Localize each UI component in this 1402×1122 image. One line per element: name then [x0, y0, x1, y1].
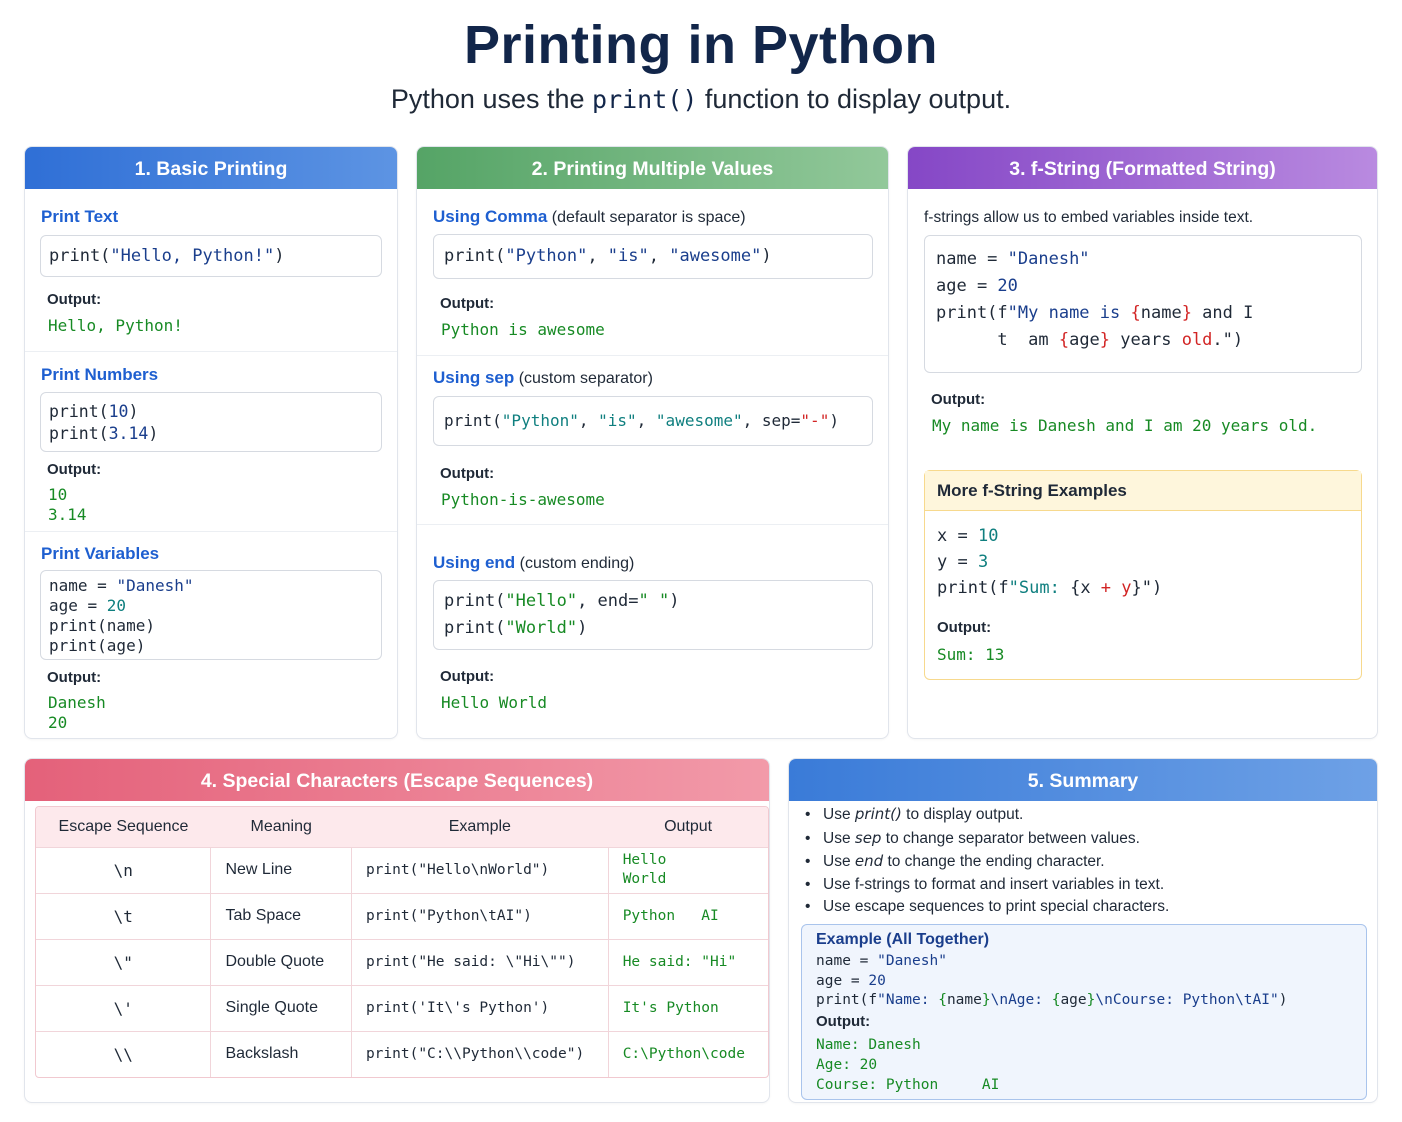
column-header: Example: [351, 807, 609, 847]
subtitle-code: print(): [592, 85, 698, 114]
card-header: 4. Special Characters (Escape Sequences): [25, 759, 769, 801]
meaning-cell: Backslash: [210, 1030, 352, 1077]
card-header: 2. Printing Multiple Values: [417, 147, 888, 189]
table-header-row: Escape Sequence Meaning Example Output: [36, 807, 768, 847]
card-header: 3. f-String (Formatted String): [908, 147, 1377, 189]
output-cell: He said: "Hi": [608, 938, 768, 985]
code-block: name = "Danesh" age = 20 print(f"My name…: [924, 235, 1362, 373]
output-cell: It's Python: [608, 984, 768, 1031]
output-label: Output:: [440, 668, 495, 685]
code-block: print(10) print(3.14): [40, 392, 382, 452]
list-item: Use escape sequences to print special ch…: [805, 896, 1169, 919]
list-item: Use end to change the ending character.: [805, 850, 1169, 874]
summary-list: Use print() to display output. Use sep t…: [805, 803, 1169, 919]
table-row: \' Single Quote print('It\'s Python') It…: [36, 984, 768, 1031]
output-label: Output:: [440, 295, 495, 312]
card-header: 5. Summary: [789, 759, 1377, 801]
output-label: Output:: [931, 391, 986, 408]
output-cell: C:\Python\code: [608, 1030, 768, 1077]
code-block: print("Python", "is", "awesome"): [433, 234, 873, 279]
list-item: Use print() to display output.: [805, 803, 1169, 827]
page-title: Printing in Python: [464, 15, 938, 75]
card-header: 1. Basic Printing: [25, 147, 397, 189]
example-cell: print("C:\\Python\\code"): [351, 1030, 609, 1077]
output-label: Output:: [816, 1013, 871, 1030]
table-row: \t Tab Space print("Python\tAI") Python …: [36, 892, 768, 939]
multiple-values-card: 2. Printing Multiple Values Using Comma …: [416, 146, 889, 739]
list-item: Use sep to change separator between valu…: [805, 827, 1169, 851]
escape-sequences-card: 4. Special Characters (Escape Sequences)…: [24, 758, 770, 1103]
output-label: Output:: [47, 461, 102, 478]
more-examples-box: More f-String Examples x = 10 y = 3 prin…: [924, 470, 1362, 680]
code-block: name = "Danesh" age = 20 print(f"Name: {…: [816, 953, 1288, 1008]
section-title: Using sep (custom separator): [433, 368, 653, 387]
escape-seq-cell: \": [36, 938, 212, 985]
section-title: Print Numbers: [41, 365, 159, 384]
subtitle-text: Python uses the: [390, 84, 593, 114]
section-title: Using Comma (default separator is space): [433, 207, 746, 226]
escape-seq-cell: \n: [36, 846, 212, 893]
example-cell: print("Python\tAI"): [351, 892, 609, 939]
subtitle-text-end: function to display output.: [697, 84, 1012, 114]
output-text: 10 3.14: [48, 485, 87, 524]
output-label: Output:: [47, 669, 102, 686]
output-text: Python is awesome: [441, 320, 605, 339]
section-title: Print Variables: [41, 544, 160, 563]
column-header: Escape Sequence: [36, 807, 211, 847]
section-title: Print Text: [41, 207, 119, 226]
output-text: My name is Danesh and I am 20 years old.: [932, 416, 1318, 435]
column-header: Meaning: [210, 807, 352, 847]
code-block: print("Python", "is", "awesome", sep="-"…: [433, 396, 873, 446]
output-cell: Python AI: [608, 892, 768, 939]
page-subtitle: Python uses the print() function to disp…: [0, 84, 1402, 115]
example-cell: print('It\'s Python'): [351, 984, 609, 1031]
column-header: Output: [608, 807, 768, 847]
output-text: Hello World: [441, 693, 547, 712]
output-label: Output:: [47, 291, 102, 308]
code-block: name = "Danesh" age = 20 print(name) pri…: [40, 570, 382, 660]
output-text: Hello, Python!: [48, 316, 183, 335]
output-text: Sum: 13: [937, 645, 1005, 664]
meaning-cell: New Line: [210, 846, 352, 893]
section-title: Using end (custom ending): [433, 553, 635, 572]
example-cell: print("Hello\nWorld"): [351, 846, 609, 893]
table-row: \" Double Quote print("He said: \"Hi\"")…: [36, 938, 768, 985]
escape-seq-cell: \t: [36, 892, 212, 939]
escape-table: Escape Sequence Meaning Example Output \…: [35, 806, 769, 1078]
output-label: Output:: [440, 465, 495, 482]
meaning-cell: Double Quote: [210, 938, 352, 985]
output-cell: Hello World: [608, 846, 768, 893]
code-block: print("Hello", end=" ") print("World"): [433, 580, 873, 650]
output-label: Output:: [937, 619, 992, 636]
basic-printing-card: 1. Basic Printing Print Text print("Hell…: [24, 146, 398, 739]
output-text: Name: Danesh Age: 20 Course: Python AI: [816, 1037, 1000, 1093]
meaning-cell: Single Quote: [210, 984, 352, 1031]
table-row: \\ Backslash print("C:\\Python\\code") C…: [36, 1030, 768, 1077]
more-examples-title: More f-String Examples: [925, 471, 1361, 511]
code-block: x = 10 y = 3 print(f"Sum: {x + y}"): [937, 526, 1163, 598]
intro-text: f-strings allow us to embed variables in…: [924, 209, 1254, 226]
code-block: print("Hello, Python!"): [40, 235, 382, 277]
escape-seq-cell: \': [36, 984, 212, 1031]
output-text: Danesh 20: [48, 693, 106, 732]
all-together-example: Example (All Together) name = "Danesh" a…: [801, 924, 1367, 1100]
list-item: Use f-strings to format and insert varia…: [805, 874, 1169, 897]
example-cell: print("He said: \"Hi\""): [351, 938, 609, 985]
output-text: Python-is-awesome: [441, 490, 605, 509]
table-row: \n New Line print("Hello\nWorld") Hello …: [36, 846, 768, 893]
example-title: Example (All Together): [816, 931, 990, 948]
escape-seq-cell: \\: [36, 1030, 212, 1077]
fstring-card: 3. f-String (Formatted String) f-strings…: [907, 146, 1378, 739]
summary-card: 5. Summary Use print() to display output…: [788, 758, 1378, 1103]
meaning-cell: Tab Space: [210, 892, 352, 939]
